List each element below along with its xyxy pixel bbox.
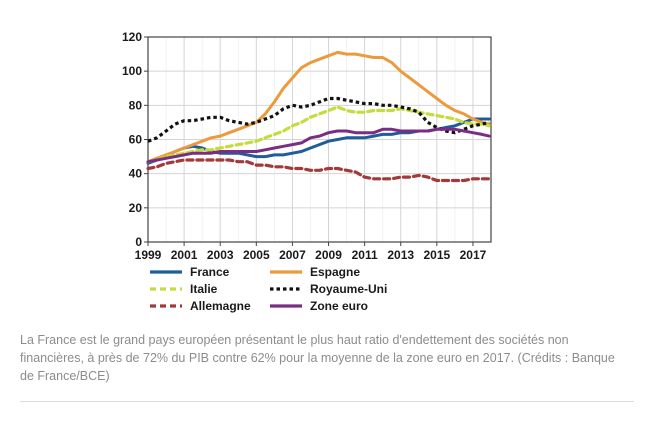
y-tick-label: 40	[129, 167, 143, 181]
divider	[20, 401, 634, 402]
series-line-zone-euro	[146, 127, 491, 164]
x-tick-label: 2009	[315, 248, 342, 262]
x-tick-label: 2007	[279, 248, 306, 262]
x-tick-label: 2011	[352, 248, 378, 262]
y-tick-label: 60	[129, 133, 143, 147]
y-tick-label: 100	[122, 64, 142, 78]
x-tick-label: 2005	[243, 248, 270, 262]
legend-label: Allemagne	[190, 299, 251, 313]
series-line-royaume-uni	[147, 96, 490, 143]
x-tick-label: 2015	[423, 248, 450, 262]
legend-label: Espagne	[310, 265, 360, 279]
legend-label: Zone euro	[310, 299, 368, 313]
debt-ratio-line-chart: 0 20 40 60 80 100 120 1999 2001 2003 2005 2007 2009 2…	[122, 30, 492, 313]
x-tick-label: 2017	[460, 248, 487, 262]
legend-label: France	[190, 265, 230, 279]
y-tick-label: 0	[135, 235, 142, 249]
y-tick-label: 20	[129, 201, 143, 215]
series-line-italie	[146, 105, 491, 164]
chart-figure: 0 20 40 60 80 100 120 1999 2001 2003 2005 2007 2009 2…	[122, 30, 492, 313]
chart-caption: La France est le grand pays européen pré…	[20, 333, 615, 383]
series-line-espagne	[146, 50, 491, 164]
y-tick-label: 120	[122, 30, 142, 44]
legend-label: Italie	[190, 282, 218, 296]
x-tick-label: 2001	[171, 248, 198, 262]
y-tick-label: 80	[129, 98, 143, 112]
x-tick-label: 2003	[207, 248, 234, 262]
series-line-allemagne	[146, 158, 491, 183]
x-tick-label: 1999	[135, 248, 162, 262]
legend-label: Royaume-Uni	[310, 282, 387, 296]
x-tick-label: 2013	[387, 248, 414, 262]
